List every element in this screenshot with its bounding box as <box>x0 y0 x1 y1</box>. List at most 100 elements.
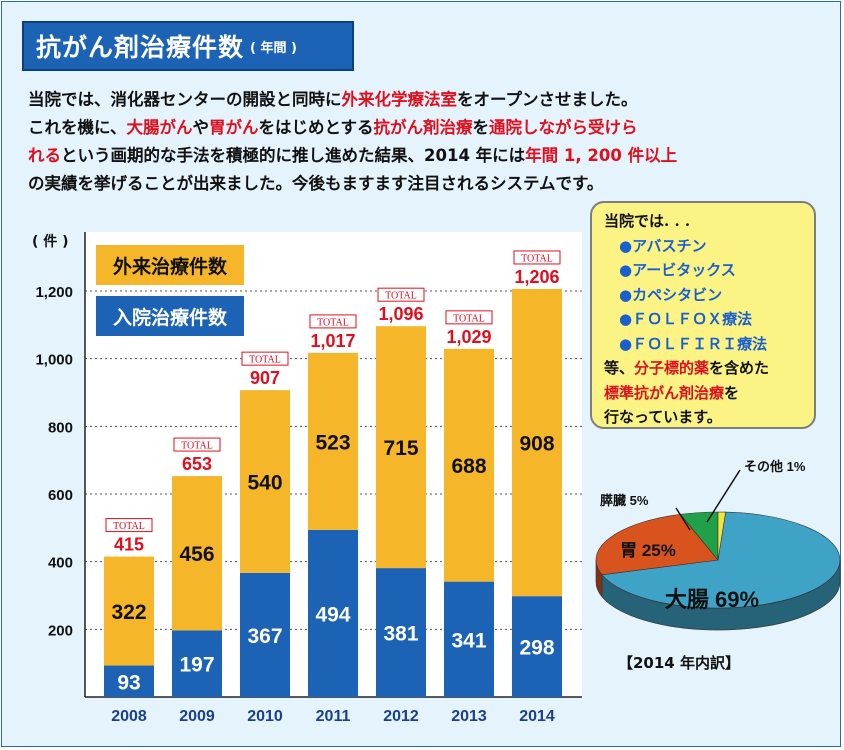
x-tick-label: 2008 <box>111 708 147 725</box>
info-text-line-2: 標準抗がん剤治療を <box>604 383 740 402</box>
molecular-targeted-drugs-highlight: 分子標的薬 <box>634 359 710 377</box>
pie-label-other: その他 1% <box>744 459 806 474</box>
bar-label-outpatient: 688 <box>451 455 486 478</box>
legend-inpatient: 入院治療件数 <box>96 296 244 336</box>
drug-list: ●アバスチン ●アービタックス ●カペシタビン ●ＦＯＬＦＯＸ療法 ●ＦＯＬＦＩＲＩ療法 <box>604 234 802 357</box>
bar-inpatient <box>172 630 222 697</box>
info-text-line-3: 行なっています。 <box>604 408 722 426</box>
total-value-label: 1,017 <box>310 331 355 351</box>
pie-chart-title: 【2014 年内訳】 <box>618 654 740 672</box>
bar-label-outpatient: 523 <box>315 431 350 454</box>
bar-inpatient <box>444 581 494 697</box>
bar-outpatient <box>512 288 562 597</box>
total-tag-box <box>173 437 221 452</box>
page-title: 抗がん剤治療件数 <box>36 33 245 62</box>
bar-label-inpatient: 367 <box>247 625 282 648</box>
drug-item: ●アービタックス <box>619 261 736 279</box>
info-text-line-1: 等、分子標的薬を含めた <box>604 359 770 377</box>
total-tag-label: TOTAL <box>113 521 145 532</box>
y-axis-unit-label: ( 件 ) <box>32 234 69 250</box>
bar-label-inpatient: 381 <box>383 623 418 646</box>
bar-inpatient <box>240 572 290 697</box>
total-value-label: 415 <box>114 535 144 555</box>
intro-segment: を <box>472 118 490 137</box>
y-tick-label: 800 <box>48 419 73 436</box>
intro-segment: 抗がん剤治療 <box>373 118 473 137</box>
intro-segment: の実績を挙げることが出来ました。今後もますます注目されるシステムです。 <box>28 174 604 193</box>
bar-label-inpatient: 197 <box>179 654 214 677</box>
y-tick-label: 400 <box>48 555 73 572</box>
intro-segment: これを機に、 <box>28 118 127 137</box>
total-tag-label: TOTAL <box>181 441 213 452</box>
legend-outpatient: 外来治療件数 <box>96 245 244 285</box>
x-tick-label: 2013 <box>451 708 487 725</box>
pie-slice <box>595 514 719 576</box>
intro-segment: れる <box>28 146 61 165</box>
total-tag-box <box>513 250 561 265</box>
bar-label-inpatient: 298 <box>519 637 554 660</box>
drug-item: ●カペシタビン <box>619 285 723 304</box>
bar-label-outpatient: 715 <box>383 437 418 460</box>
y-tick-label: 200 <box>48 622 73 639</box>
pie-label-stomach: 胃 25% <box>620 541 676 560</box>
bar-label-outpatient: 456 <box>179 543 214 566</box>
total-tag-box <box>445 310 493 325</box>
drug-item: ●ＦＯＬＦＩＲＩ療法 <box>619 334 768 353</box>
intro-segment: という画期的な手法を積極的に推し進めた結果、2014 年には <box>61 146 526 165</box>
drug-item: ●アバスチン <box>619 236 707 255</box>
total-tag-box <box>241 351 289 366</box>
intro-segment: や <box>192 118 210 137</box>
intro-segment: 大腸がん <box>126 118 193 137</box>
bar-inpatient <box>104 665 154 697</box>
page-title-period: ( 年間 ) <box>250 40 297 56</box>
y-tick-label: 600 <box>48 487 73 504</box>
leader-line-pancreas <box>675 507 691 531</box>
bar-inpatient <box>308 529 358 697</box>
bar-label-outpatient: 908 <box>519 433 554 456</box>
total-tag-label: TOTAL <box>453 313 485 324</box>
intro-segment: 通院しながら受けら <box>489 118 638 137</box>
x-tick-label: 2014 <box>519 708 555 725</box>
intro-segment: 当院では、消化器センターの開設と同時に <box>28 90 342 109</box>
bar-label-inpatient: 494 <box>315 603 350 626</box>
intro-segment: をオープンさせました。 <box>457 90 638 109</box>
bar-label-outpatient: 322 <box>111 601 146 624</box>
y-tick-label: 1,200 <box>35 284 73 301</box>
total-value-label: 1,096 <box>378 304 423 324</box>
bar-label-outpatient: 540 <box>247 471 282 494</box>
leader-line-other <box>706 469 741 523</box>
bar-outpatient <box>104 556 154 666</box>
total-tag-label: TOTAL <box>385 291 417 302</box>
total-value-label: 1,029 <box>446 327 491 347</box>
total-value-label: 653 <box>182 454 212 474</box>
bar-label-inpatient: 93 <box>117 671 140 694</box>
intro-line-1: 当院では、消化器センターの開設と同時に外来化学療法室をオープンさせました。 <box>28 86 638 110</box>
total-tag-label: TOTAL <box>249 355 281 366</box>
pie-slice <box>717 511 727 561</box>
bar-outpatient <box>172 476 222 631</box>
standard-chemo-highlight: 標準抗がん剤治療 <box>604 383 725 402</box>
total-tag-label: TOTAL <box>521 253 553 264</box>
total-tag-box <box>309 314 357 329</box>
bar-inpatient <box>512 596 562 697</box>
x-tick-label: 2012 <box>383 708 419 725</box>
y-tick-label: 1,000 <box>35 352 73 369</box>
bar-outpatient <box>240 390 290 573</box>
treatment-info-box: 当院では. . . ●アバスチン ●アービタックス ●カペシタビン ●ＦＯＬＦＯＸ療法… <box>590 201 816 429</box>
bar-outpatient <box>444 348 494 582</box>
intro-line-2: これを機に、大腸がんや胃がんをはじめとする抗がん剤治療を通院しながら受けら <box>28 114 638 138</box>
intro-line-3: れるという画期的な手法を積極的に推し進めた結果、2014 年には年間 1, 20… <box>28 142 677 166</box>
x-tick-label: 2011 <box>316 708 351 725</box>
pie-label-pancreas: 膵臓 5% <box>600 493 649 508</box>
bar-outpatient <box>376 326 426 569</box>
info-heading: 当院では. . . <box>604 212 691 230</box>
total-tag-box <box>105 518 153 533</box>
total-value-label: 1,206 <box>514 267 559 287</box>
pie-label-colon: 大腸 69% <box>665 587 759 612</box>
total-tag-box <box>377 287 425 302</box>
x-tick-label: 2009 <box>179 708 215 725</box>
total-tag-label: TOTAL <box>317 317 349 328</box>
intro-segment: 年間 1, 200 件以上 <box>525 146 678 165</box>
